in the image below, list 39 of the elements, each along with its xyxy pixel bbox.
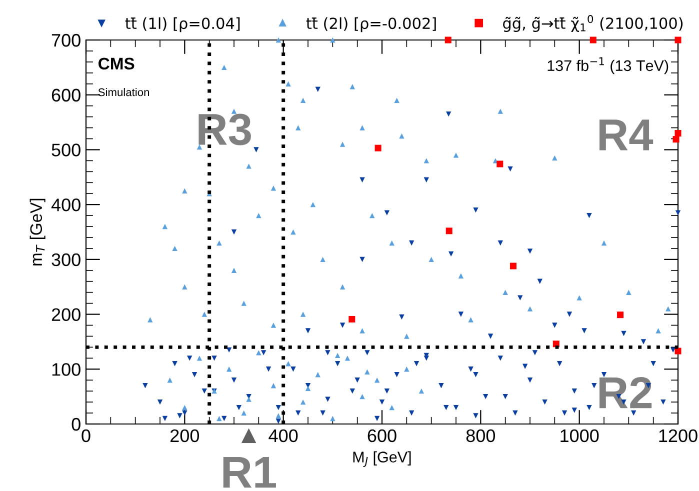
point: [510, 262, 516, 270]
point: [590, 36, 596, 44]
legend-label: g̃g̃, g̃→tt̄ χ̃$_{1}$$^{0}$ (2100,100): [503, 15, 683, 32]
y-tick-label: 300: [52, 253, 80, 266]
point: [674, 36, 682, 44]
point: [617, 312, 624, 318]
legend-label: tt̄ (2l) [ρ=-0.002]: [306, 17, 436, 32]
x-tick-label: 800: [466, 429, 496, 442]
x-axis-title: M$_{J}$ [GeV]: [353, 451, 411, 467]
point: [674, 130, 682, 137]
y-tick-label: 0: [72, 418, 80, 431]
annotation: CMS: [98, 58, 134, 70]
y-tick-label: 400: [51, 198, 80, 212]
annotation: Simulation: [98, 88, 149, 96]
y-tick-label: 700: [52, 34, 80, 47]
y-axis-title: m$_{T}$ [GeV]: [30, 198, 46, 266]
point: [374, 144, 382, 152]
y-tick-label: 500: [52, 144, 80, 156]
point: [446, 228, 452, 234]
point: [444, 36, 452, 44]
point: [496, 160, 504, 168]
x-tick-label: 1000: [560, 429, 599, 442]
x-tick-label: 600: [368, 429, 396, 442]
point: [672, 136, 680, 143]
annotation: R4: [599, 120, 654, 150]
text: R1: [223, 457, 276, 488]
x-tick-label: 1200: [659, 429, 698, 442]
x-tick-label: 400: [268, 429, 298, 442]
point: [348, 316, 356, 322]
annotation: R3: [198, 114, 251, 146]
y-tick-label: 100: [52, 363, 80, 376]
x-tick-label: 0: [82, 429, 90, 442]
y-tick-label: 600: [52, 88, 80, 102]
legend-label: tt̄ (1l) [ρ=0.04]: [125, 17, 240, 32]
annotation: 137 fb$^{−1}$ (13 TeV): [548, 57, 668, 74]
annotation: R2: [599, 377, 652, 408]
y-tick-label: 200: [52, 308, 80, 322]
x-tick-label: 200: [170, 429, 200, 442]
point: [674, 348, 682, 354]
